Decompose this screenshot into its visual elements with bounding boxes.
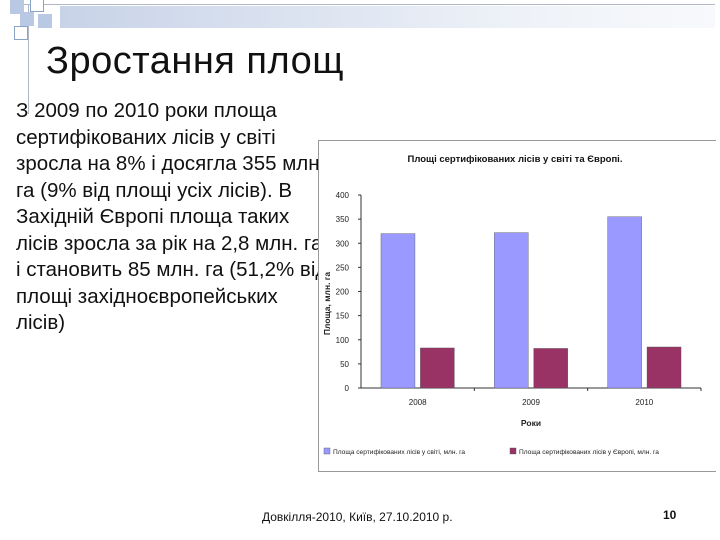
y-axis-label: Площа, млн. га <box>322 272 332 335</box>
x-tick-label: 2009 <box>522 398 540 407</box>
decor-square <box>14 26 28 40</box>
bar-europe-2009 <box>533 348 568 389</box>
slide-footer: Довкілля-2010, Київ, 27.10.2010 р. <box>262 510 453 524</box>
left-rule <box>28 4 29 114</box>
plot-area <box>361 195 701 388</box>
decor-square <box>10 0 24 14</box>
y-tick-label: 400 <box>336 191 350 200</box>
y-tick-label: 150 <box>336 312 350 321</box>
chart-title: Площі сертифікованих лісів у світі та Єв… <box>408 154 623 165</box>
top-rule <box>10 4 715 5</box>
y-tick-label: 100 <box>336 336 350 345</box>
bar-europe-2008 <box>420 347 455 389</box>
decor-square <box>20 12 34 26</box>
x-tick-label: 2008 <box>409 398 427 407</box>
y-tick-label: 0 <box>345 384 350 393</box>
x-axis-label: Роки <box>521 418 541 428</box>
y-tick-label: 50 <box>340 360 349 369</box>
y-tick-label: 200 <box>336 288 350 297</box>
bar-world-2010 <box>607 216 642 389</box>
legend-label-europe: Площа сертифікованих лісів у Європі, млн… <box>519 448 659 456</box>
bar-europe-2010 <box>646 346 682 389</box>
bar-world-2008 <box>380 233 416 389</box>
decor-square <box>38 14 52 28</box>
slide-title: Зростання площ <box>46 40 345 82</box>
page-number: 10 <box>663 508 677 522</box>
y-tick-label: 300 <box>336 239 350 248</box>
legend-swatch-europe <box>509 447 517 455</box>
header-gradient-bar <box>60 6 715 28</box>
legend-label-world: Площа сертифікованих лісів у світі, млн.… <box>333 448 465 456</box>
bar-world-2009 <box>494 232 529 389</box>
decorative-squares <box>0 0 60 60</box>
bar-chart: Площі сертифікованих лісів у світі та Єв… <box>322 154 702 456</box>
y-tick-label: 250 <box>336 263 350 272</box>
y-tick-label: 350 <box>336 215 350 224</box>
legend-swatch-world <box>323 447 331 455</box>
decor-square <box>30 0 44 12</box>
slide-body-text: З 2009 по 2010 роки площа сертифікованих… <box>16 99 328 334</box>
x-tick-label: 2010 <box>635 398 653 407</box>
